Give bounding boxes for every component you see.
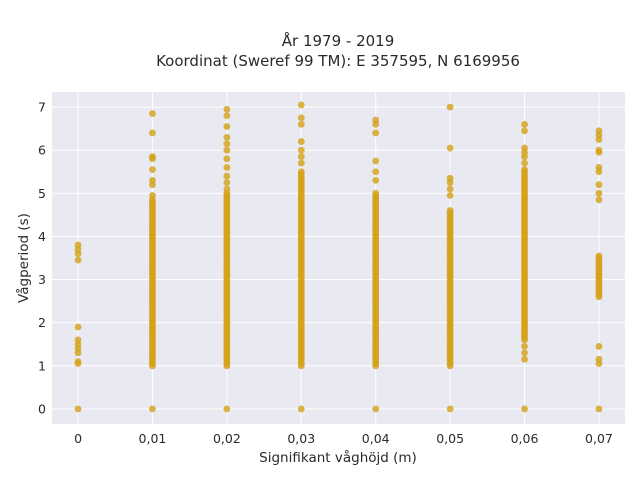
chart-title: År 1979 - 2019	[282, 31, 395, 50]
data-point	[74, 358, 82, 365]
data-point	[446, 144, 454, 152]
data-point	[372, 176, 380, 184]
data-point	[149, 405, 156, 413]
data-point	[74, 405, 82, 413]
data-point	[149, 155, 156, 163]
data-point	[521, 127, 528, 135]
data-point	[297, 153, 305, 161]
data-point	[223, 112, 231, 120]
data-point	[372, 405, 380, 413]
data-point	[297, 405, 305, 413]
y-tick-label: 2	[38, 315, 46, 330]
data-point	[521, 349, 528, 357]
data-point	[149, 181, 156, 189]
tick-labels: 0 0,01 0,02 0,03 0,04 0,05 0,06 0,07 0 1 2 3 4 5 6 7	[38, 100, 613, 446]
data-point	[446, 185, 454, 193]
data-point	[595, 189, 603, 197]
data-point	[223, 405, 231, 413]
data-point	[297, 146, 305, 154]
x-tick-label: 0,02	[213, 431, 241, 446]
data-point	[595, 181, 603, 189]
y-tick-label: 4	[38, 229, 46, 244]
x-axis-title: Signifikant våghöjd (m)	[259, 449, 417, 466]
x-tick-label: 0,01	[139, 431, 167, 446]
data-point	[595, 252, 603, 260]
data-point	[446, 179, 454, 186]
data-point	[372, 189, 380, 197]
y-tick-label: 6	[38, 143, 46, 158]
y-axis-title: Vågperiod (s)	[15, 213, 32, 303]
data-point	[595, 342, 603, 350]
x-tick-label: 0	[74, 431, 82, 446]
data-point	[297, 138, 305, 145]
data-points	[74, 101, 603, 413]
data-point	[223, 155, 231, 163]
data-point	[297, 168, 305, 176]
data-point	[372, 168, 380, 176]
y-tick-label: 0	[38, 401, 46, 416]
data-point	[223, 179, 231, 186]
data-point	[595, 355, 603, 363]
data-point	[74, 323, 82, 331]
data-point	[595, 168, 603, 176]
y-tick-label: 5	[38, 186, 46, 201]
data-point	[372, 129, 380, 137]
data-point	[521, 120, 528, 128]
data-point	[223, 146, 231, 154]
data-point	[521, 405, 528, 413]
plot-area	[52, 92, 625, 424]
y-tick-label: 3	[38, 272, 46, 287]
data-point	[149, 110, 156, 117]
data-point	[521, 342, 528, 350]
data-point	[149, 192, 156, 199]
y-tick-label: 7	[38, 100, 46, 115]
data-point	[446, 192, 454, 199]
data-point	[74, 336, 82, 344]
data-point	[223, 123, 231, 130]
data-point	[223, 133, 231, 141]
x-tick-label: 0,05	[436, 431, 464, 446]
data-point	[521, 355, 528, 363]
data-point	[223, 172, 231, 180]
data-point	[595, 196, 603, 204]
data-point	[446, 103, 454, 111]
data-point	[372, 157, 380, 165]
data-point	[372, 120, 380, 128]
data-point	[521, 166, 528, 174]
data-point	[297, 159, 305, 167]
data-point	[521, 159, 528, 167]
data-point	[297, 101, 305, 109]
x-tick-label: 0,04	[362, 431, 390, 446]
data-point	[297, 114, 305, 122]
data-point	[595, 148, 603, 156]
y-tick-label: 1	[38, 358, 46, 373]
x-tick-label: 0,03	[287, 431, 315, 446]
data-point	[149, 166, 156, 174]
data-point	[446, 207, 454, 214]
data-point	[595, 405, 603, 413]
x-tick-label: 0,07	[585, 431, 613, 446]
data-point	[223, 164, 231, 171]
data-point	[74, 256, 82, 264]
x-tick-label: 0,06	[511, 431, 539, 446]
chart-subtitle: Koordinat (Sweref 99 TM): E 357595, N 61…	[156, 52, 520, 70]
data-point	[223, 185, 231, 193]
data-point	[297, 120, 305, 128]
data-point	[149, 129, 156, 137]
data-point	[446, 405, 454, 413]
data-point	[521, 153, 528, 161]
data-point	[595, 136, 603, 143]
data-point	[74, 241, 82, 249]
data-point	[223, 105, 231, 113]
data-point	[223, 140, 231, 148]
